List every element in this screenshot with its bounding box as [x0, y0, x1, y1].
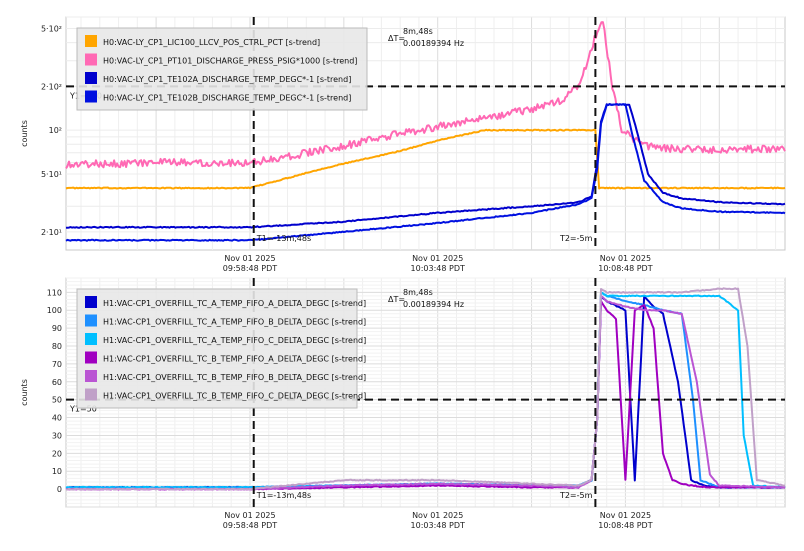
- y-tick-label: 20: [52, 449, 62, 458]
- legend-swatch: [85, 53, 97, 66]
- legend-swatch: [85, 90, 97, 103]
- x-tick-label-time: 10:08:48 PDT: [598, 264, 652, 273]
- y-tick-label: 30: [52, 431, 62, 440]
- y-tick-label: 2·10²: [41, 82, 62, 91]
- legend-entry: H1:VAC-CP1_OVERFILL_TC_A_TEMP_FIFO_C_DEL…: [103, 336, 366, 345]
- legend-entry: H0:VAC-LY_CP1_LIC100_LLCV_POS_CTRL_PCT […: [103, 38, 320, 47]
- legend-box: [76, 27, 368, 111]
- y-tick-label: 5·10¹: [41, 170, 62, 179]
- x-tick-label-date: Nov 01 2025: [600, 254, 651, 263]
- y-axis-label: counts: [20, 120, 29, 147]
- delta-t-label: ΔT=: [388, 34, 405, 43]
- y-tick-label: 10²: [49, 126, 62, 135]
- y-tick-label: 40: [52, 414, 62, 423]
- y-tick-label: 80: [52, 342, 62, 351]
- delta-t-frequency: 0.00189394 Hz: [403, 300, 464, 309]
- y-tick-label: 50: [52, 396, 62, 405]
- cursor-t1-label: T1=-13m,48s: [256, 234, 311, 243]
- legend-entry: H0:VAC-LY_CP1_TE102B_DISCHARGE_TEMP_DEGC…: [103, 94, 351, 103]
- x-tick-label-date: Nov 01 2025: [600, 511, 651, 520]
- legend-entry: H1:VAC-CP1_OVERFILL_TC_A_TEMP_FIFO_A_DEL…: [103, 299, 366, 308]
- delta-t-value: 8m,48s: [403, 288, 433, 297]
- legend-swatch: [85, 296, 97, 308]
- delta-t-value: 8m,48s: [403, 27, 433, 36]
- legend-entry: H1:VAC-CP1_OVERFILL_TC_B_TEMP_FIFO_C_DEL…: [103, 392, 366, 401]
- series-line-4: [65, 103, 786, 242]
- delta-t-frequency: 0.00189394 Hz: [403, 39, 464, 48]
- legend-entry: H1:VAC-CP1_OVERFILL_TC_B_TEMP_FIFO_B_DEL…: [103, 373, 366, 382]
- x-tick-label-date: Nov 01 2025: [412, 254, 463, 263]
- series-line-2: [65, 21, 786, 169]
- legend-entry: H1:VAC-CP1_OVERFILL_TC_A_TEMP_FIFO_B_DEL…: [103, 318, 366, 327]
- y-tick-label: 10: [52, 467, 62, 476]
- y-tick-label: 70: [52, 360, 62, 369]
- series-line-3: [65, 103, 786, 229]
- y-cursor-label: Y1=50: [69, 405, 97, 414]
- legend-swatch: [85, 333, 97, 345]
- y-tick-label: 60: [52, 378, 62, 387]
- x-tick-label-time: 09:58:48 PDT: [223, 264, 277, 273]
- cursor-t2-label: T2=-5m: [559, 234, 593, 243]
- x-tick-label-time: 10:03:48 PDT: [411, 521, 465, 530]
- legend-entry: H0:VAC-LY_CP1_PT101_DISCHARGE_PRESS_PSIG…: [103, 57, 357, 66]
- delta-t-label: ΔT=: [388, 295, 405, 304]
- y-axis-label: counts: [20, 379, 29, 406]
- x-tick-label-time: 10:08:48 PDT: [598, 521, 652, 530]
- legend-swatch: [85, 388, 97, 401]
- legend-swatch: [85, 35, 97, 47]
- y-tick-label: 2·10¹: [41, 228, 62, 237]
- x-tick-label-date: Nov 01 2025: [412, 511, 463, 520]
- legend-entry: H0:VAC-LY_CP1_TE102A_DISCHARGE_TEMP_DEGC…: [103, 75, 351, 84]
- chart-panel-1: 2·10¹ 5·10¹ 10² 2·10² 5·10² counts Nov 01 2025…: [20, 16, 786, 273]
- chart-panel-2: 0 10 20 30 40 50 60 70 80 90 100 110 counts Nov 01 20…: [20, 277, 786, 530]
- y-tick-label: 90: [52, 324, 62, 333]
- x-tick-label-date: Nov 01 2025: [224, 511, 275, 520]
- y-tick-label: 5·10²: [41, 25, 62, 34]
- y-tick-label: 110: [47, 288, 62, 297]
- series-line-6: [66, 287, 785, 491]
- cursor-t2-label: T2=-5m: [559, 491, 593, 500]
- cursor-t1-label: T1=-13m,48s: [256, 491, 311, 500]
- x-tick-label-time: 10:03:48 PDT: [411, 264, 465, 273]
- y-tick-label: 100: [47, 306, 62, 315]
- legend-entry: H1:VAC-CP1_OVERFILL_TC_B_TEMP_FIFO_A_DEL…: [103, 355, 366, 364]
- legend-swatch: [85, 351, 97, 364]
- legend-swatch: [85, 370, 97, 382]
- x-tick-label-date: Nov 01 2025: [224, 254, 275, 263]
- legend-box: [76, 288, 358, 409]
- x-tick-label-time: 09:58:48 PDT: [223, 521, 277, 530]
- legend-swatch: [85, 72, 97, 84]
- legend-swatch: [85, 314, 97, 327]
- series-line-1: [65, 128, 786, 190]
- y-tick-label: 0: [57, 485, 62, 494]
